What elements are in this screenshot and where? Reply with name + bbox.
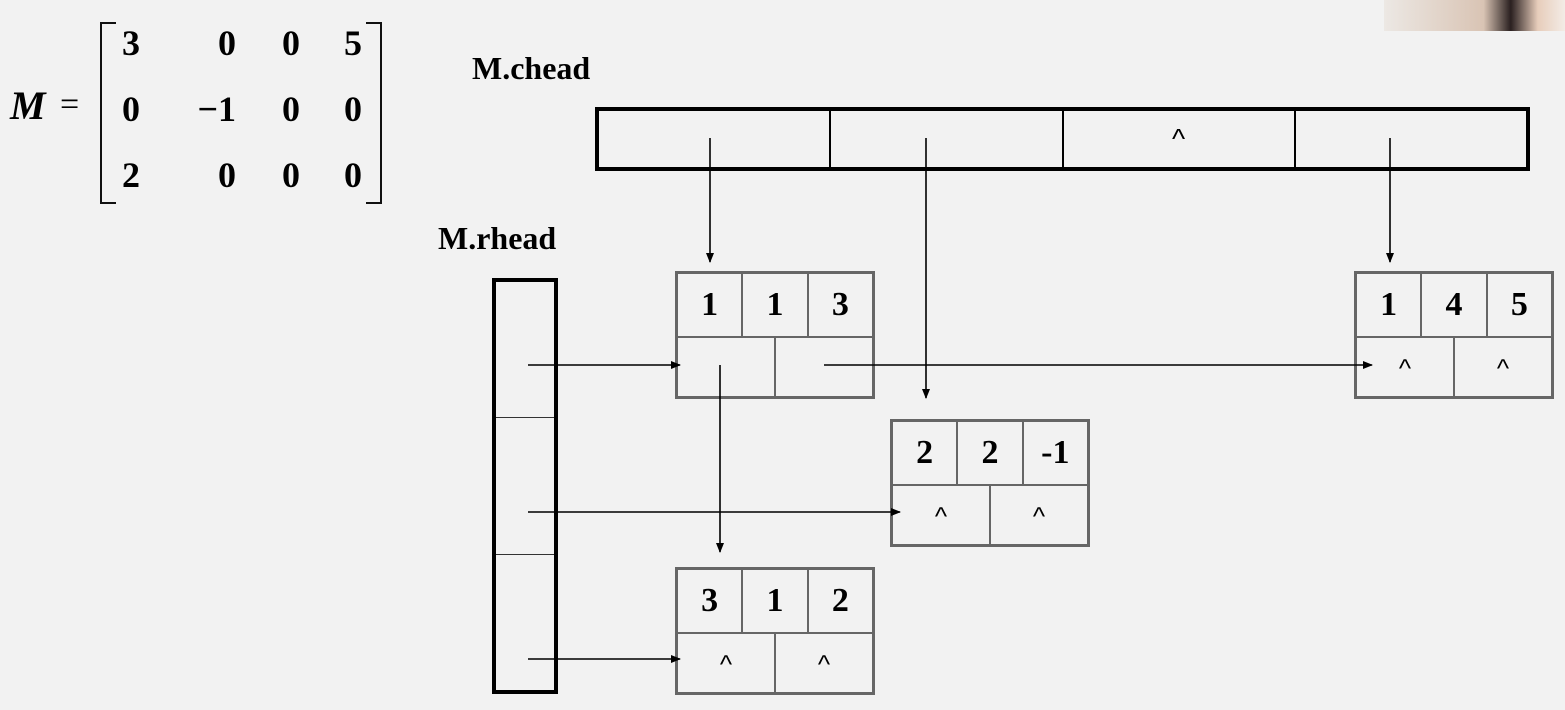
- row-head-array: [492, 278, 558, 694]
- column-head-array: ^: [595, 107, 1530, 171]
- matrix-equals-sign: =: [60, 86, 80, 123]
- rhead-cell-2: [496, 418, 554, 555]
- node-down-pointer: ^: [678, 634, 776, 694]
- matrix-cell: 0: [282, 89, 300, 129]
- node-col: 1: [743, 570, 809, 632]
- matrix-cell: 5: [344, 23, 362, 63]
- node-3-1-2: 3 1 2 ^ ^: [675, 567, 875, 695]
- matrix-cell: 0: [282, 23, 300, 63]
- node-down-pointer: ^: [1357, 338, 1455, 398]
- node-down-pointer: ^: [893, 486, 991, 546]
- node-1-4-5: 1 4 5 ^ ^: [1354, 271, 1554, 399]
- node-row: 2: [893, 422, 959, 484]
- matrix-cell: 0: [282, 155, 300, 195]
- matrix-cell: 3: [122, 23, 140, 63]
- rhead-cell-1: [496, 282, 554, 419]
- rhead-label: M.rhead: [438, 220, 557, 256]
- node-2-2-neg1: 2 2 -1 ^ ^: [890, 419, 1090, 547]
- matrix-cell: 0: [122, 89, 140, 129]
- node-right-pointer: ^: [817, 648, 831, 679]
- node-value: 2: [831, 582, 849, 619]
- node-col: 4: [1422, 274, 1488, 336]
- matrix-cell: 0: [344, 89, 362, 129]
- matrix-cell: −1: [197, 89, 236, 129]
- webcam-thumbnail: [1384, 0, 1565, 31]
- node-row: 3: [678, 570, 744, 632]
- chead-label: M.chead: [472, 50, 591, 86]
- node-col: 2: [958, 422, 1024, 484]
- node-row: 1: [1357, 274, 1423, 336]
- node-col: 1: [743, 274, 809, 336]
- node-value: 3: [831, 286, 849, 323]
- node-right-pointer: ^: [1496, 352, 1510, 383]
- chead-cell-2: [831, 111, 1064, 167]
- matrix-cell: 2: [122, 155, 140, 195]
- matrix-cell: 0: [218, 155, 236, 195]
- matrix-name: M: [10, 83, 46, 128]
- node-value: -1: [1041, 434, 1070, 471]
- matrix-right-bracket: [366, 22, 382, 204]
- node-down-pointer: [678, 338, 776, 398]
- matrix-left-bracket: [100, 22, 116, 204]
- node-1-1-3: 1 1 3: [675, 271, 875, 399]
- chead-cell-1: [599, 111, 832, 167]
- matrix-cell: 0: [218, 23, 236, 63]
- chead-cell-3: ^: [1064, 111, 1296, 167]
- node-right-pointer: ^: [1032, 500, 1046, 531]
- node-value: 5: [1510, 286, 1528, 323]
- node-row: 1: [678, 274, 744, 336]
- matrix-cell: 0: [344, 155, 362, 195]
